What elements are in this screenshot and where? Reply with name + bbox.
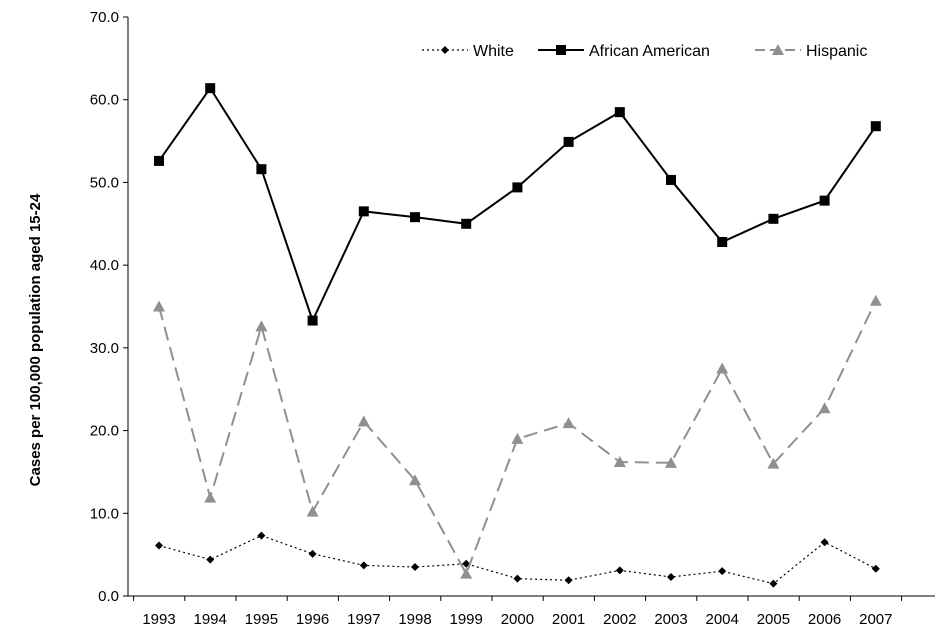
x-tick-label: 2006	[808, 611, 841, 628]
x-tick-label: 2002	[603, 611, 636, 628]
legend-marker-african-american	[556, 45, 566, 55]
data-point-hispanic	[818, 402, 831, 414]
x-tick-label: 1993	[142, 611, 175, 628]
y-tick-label: 40.0	[90, 257, 119, 274]
data-point-white	[564, 576, 573, 585]
series-layer	[153, 83, 882, 588]
data-point-white	[513, 574, 522, 583]
data-point-hispanic	[255, 320, 268, 332]
x-axis: 1993 1994 1995 1996 1997 1998 1999 2000 2001 2002…	[128, 595, 935, 628]
data-point-hispanic	[716, 362, 729, 374]
data-point-african-american	[205, 83, 216, 94]
data-point-white	[411, 563, 419, 572]
x-tick-label: 2003	[654, 611, 687, 628]
x-tick-label: 1997	[347, 611, 380, 628]
data-point-african-american	[154, 155, 164, 166]
x-tick-label: 1994	[194, 611, 227, 628]
y-tick-label: 20.0	[90, 423, 119, 440]
x-tick-label: 1998	[398, 611, 431, 628]
data-point-white	[206, 555, 215, 564]
y-tick-label: 30.0	[90, 340, 119, 357]
data-point-african-american	[614, 107, 625, 118]
data-point-white	[615, 566, 624, 575]
data-point-african-american	[410, 212, 420, 223]
data-point-african-american	[717, 236, 728, 247]
data-point-african-american	[666, 174, 676, 185]
x-tick-label: 1996	[296, 611, 329, 628]
data-point-african-american	[256, 164, 267, 175]
data-point-hispanic	[357, 415, 370, 427]
y-tick-label: 50.0	[90, 174, 119, 191]
data-point-african-american	[768, 213, 779, 224]
data-point-african-american	[563, 136, 574, 147]
data-point-white	[155, 541, 163, 550]
data-point-white	[257, 531, 266, 540]
data-point-african-american	[358, 206, 369, 217]
data-point-hispanic	[460, 567, 473, 579]
data-point-hispanic	[409, 474, 421, 486]
legend-label-white: White	[473, 43, 514, 60]
y-tick-label: 0.0	[98, 588, 119, 605]
series-line-african-american	[158, 86, 877, 324]
series-white	[155, 531, 880, 588]
x-tick-label: 2005	[757, 611, 790, 628]
data-point-hispanic	[511, 432, 524, 444]
legend-marker-hispanic	[772, 44, 784, 55]
data-point-african-american	[461, 218, 472, 229]
legend-label-hispanic: Hispanic	[806, 43, 867, 60]
data-point-african-american	[307, 315, 318, 326]
data-point-white	[718, 567, 727, 576]
data-point-hispanic	[153, 300, 165, 312]
y-axis: 0.0 10.0 20.0 30.0 40.0 50.0 60.0 70.0	[90, 9, 129, 605]
data-point-hispanic	[306, 505, 319, 517]
data-point-hispanic	[665, 456, 677, 468]
x-tick-label: 2007	[859, 611, 892, 628]
data-point-white	[667, 572, 675, 581]
y-axis-title: Cases per 100,000 population aged 15-24	[27, 193, 44, 486]
data-point-african-american	[819, 195, 830, 206]
data-point-white	[820, 538, 829, 547]
data-point-white	[308, 549, 317, 558]
data-point-white	[769, 579, 778, 588]
data-point-white	[359, 561, 368, 570]
x-tick-label: 2001	[552, 611, 585, 628]
series-hispanic	[153, 294, 882, 579]
x-tick-label: 2000	[501, 611, 534, 628]
y-tick-label: 10.0	[90, 505, 119, 522]
data-point-hispanic	[204, 491, 217, 503]
legend-label-african-american: African American	[589, 43, 710, 60]
series-african-american	[154, 83, 881, 326]
x-tick-label: 1999	[450, 611, 483, 628]
data-point-hispanic	[767, 457, 780, 469]
data-point-hispanic	[562, 417, 575, 429]
x-tick-label: 2004	[706, 611, 739, 628]
legend: White African American Hispanic	[422, 43, 867, 60]
y-tick-label: 60.0	[90, 92, 119, 109]
y-tick-label: 70.0	[90, 9, 119, 26]
data-point-hispanic	[613, 456, 626, 468]
data-point-hispanic	[869, 294, 882, 306]
data-point-african-american	[512, 182, 523, 193]
x-tick-label: 1995	[245, 611, 278, 628]
series-line-hispanic	[158, 300, 877, 577]
data-point-white	[871, 564, 880, 573]
data-point-african-american	[870, 121, 881, 132]
legend-marker-white	[441, 46, 449, 54]
